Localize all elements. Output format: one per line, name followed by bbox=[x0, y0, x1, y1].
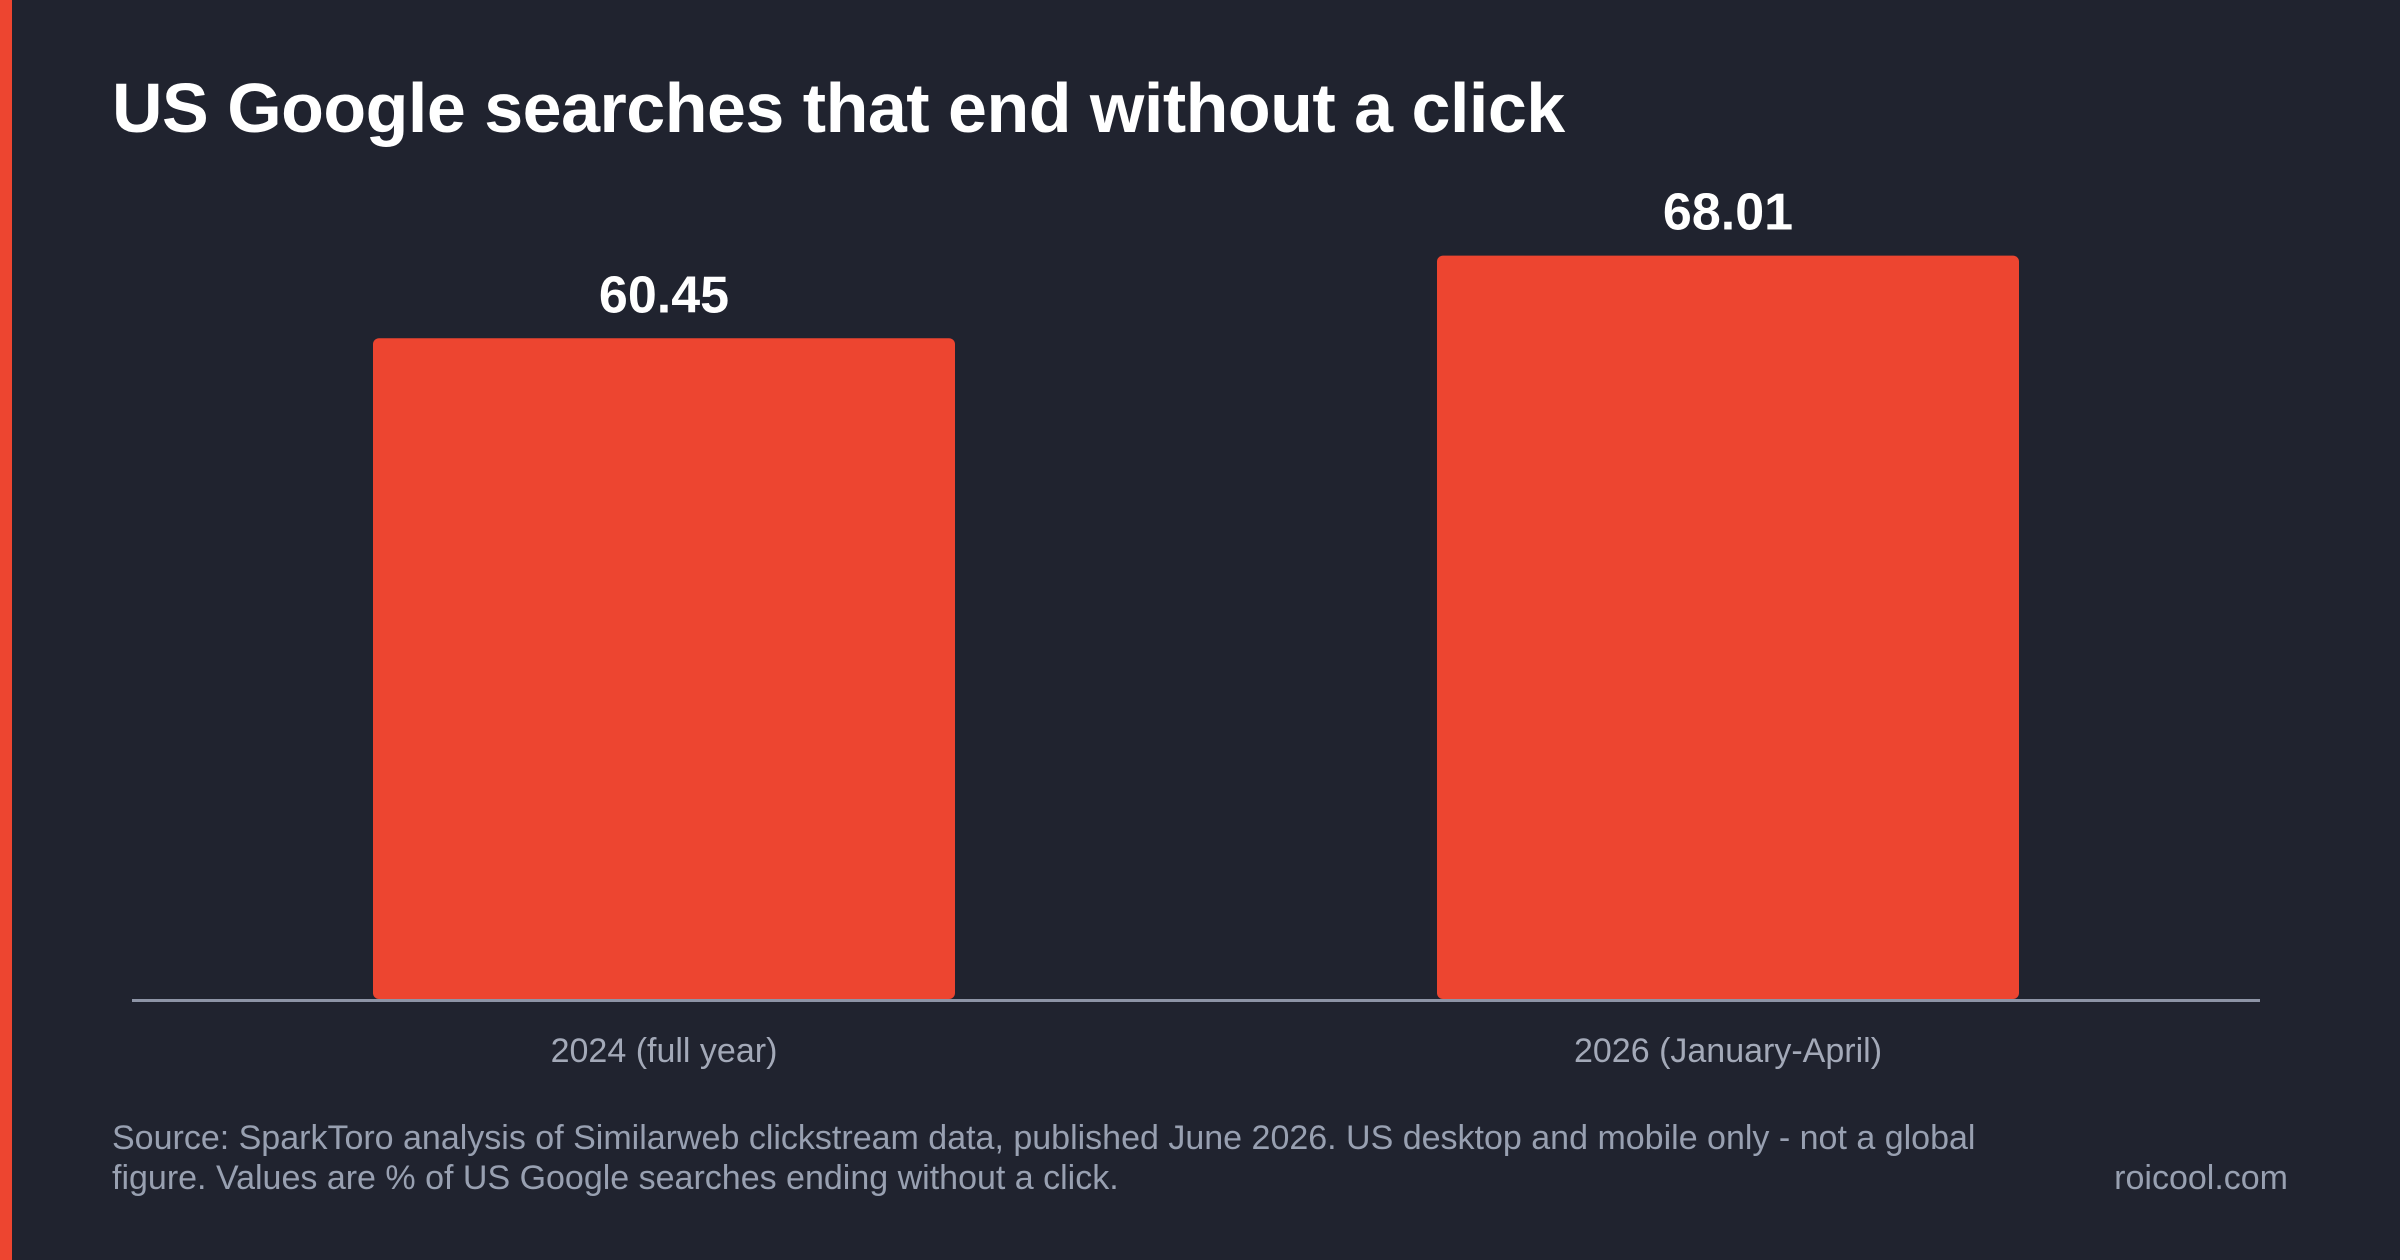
bar bbox=[1437, 255, 2019, 999]
x-tick-label: 2024 (full year) bbox=[551, 1032, 778, 1070]
bar-value-label: 60.45 bbox=[599, 266, 729, 324]
bar-chart: 60.45 2024 (full year) 68.01 2026 (January-… bbox=[132, 184, 2260, 1070]
chart-title: US Google searches that end without a cl… bbox=[112, 69, 1565, 147]
x-tick-label: 2026 (January-April) bbox=[1574, 1032, 1882, 1070]
site-credit: roicool.com bbox=[2114, 1159, 2288, 1197]
accent-bar bbox=[0, 0, 12, 1260]
source-note: Source: SparkToro analysis of Similarweb… bbox=[112, 1119, 1976, 1197]
bar-value-label: 68.01 bbox=[1663, 184, 1793, 242]
bar bbox=[373, 338, 955, 999]
